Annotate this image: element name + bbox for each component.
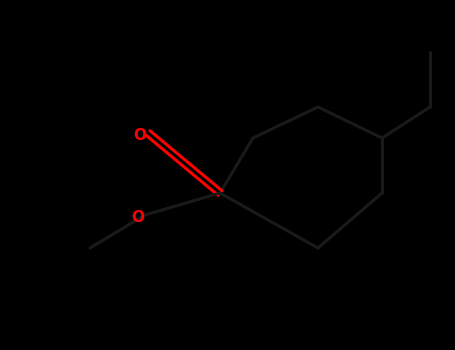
Text: O: O [131, 210, 145, 224]
Text: O: O [133, 127, 147, 142]
